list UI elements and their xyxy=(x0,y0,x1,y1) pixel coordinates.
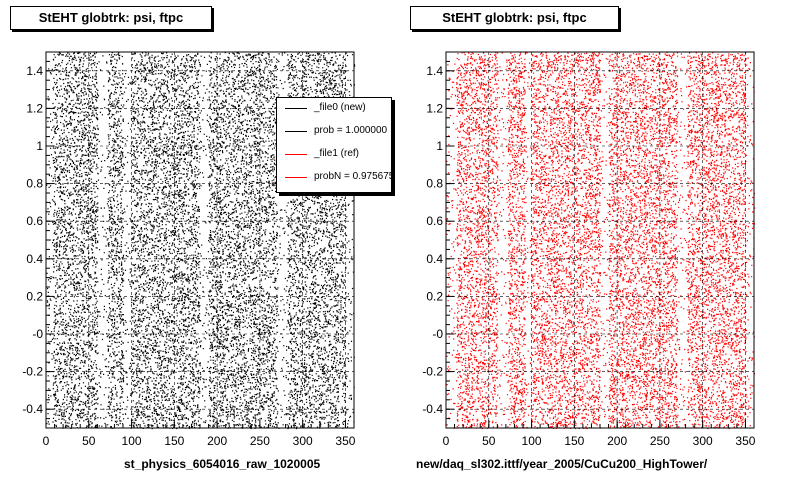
legend-entry-prob: prob = 1.000000 xyxy=(277,121,391,143)
y-tick-label: 0.8 xyxy=(26,177,43,191)
y-tick-label: -0 xyxy=(32,327,43,341)
x-tick-label: 0 xyxy=(443,434,450,448)
right-plot-title: StEHT globtrk: psi, ftpc xyxy=(410,6,619,30)
legend-entry-new: _file0 (new) xyxy=(277,98,391,120)
y-tick-label: 1 xyxy=(36,139,43,153)
legend-entry-probn: probN = 0.975675 xyxy=(277,167,391,189)
y-tick-label: 1.4 xyxy=(26,64,43,78)
left-run-label: st_physics_6054016_raw_1020005 xyxy=(124,457,321,471)
x-tick-label: 50 xyxy=(82,434,96,448)
x-tick-label: 200 xyxy=(607,434,627,448)
legend-swatch xyxy=(285,108,307,109)
x-tick-label: 150 xyxy=(564,434,584,448)
left-plot-title: StEHT globtrk: psi, ftpc xyxy=(10,6,212,30)
scatter-points xyxy=(446,52,756,430)
x-tick-label: 200 xyxy=(207,434,227,448)
legend: _file0 (new) prob = 1.000000 _file1 (ref… xyxy=(276,97,392,193)
y-tick-label: -0 xyxy=(432,327,443,341)
y-tick-label: 1 xyxy=(436,139,443,153)
legend-entry-ref: _file1 (ref) xyxy=(277,144,391,166)
y-tick-label: 0.6 xyxy=(26,214,43,228)
x-tick-label: 300 xyxy=(693,434,713,448)
legend-label: probN = 0.975675 xyxy=(314,171,392,182)
y-tick-label: 0.6 xyxy=(426,214,443,228)
y-tick-label: 0.4 xyxy=(26,252,43,266)
x-tick-label: 350 xyxy=(335,434,355,448)
x-tick-label: 350 xyxy=(735,434,755,448)
legend-swatch xyxy=(285,131,307,132)
x-tick-label: 300 xyxy=(293,434,313,448)
y-tick-label: 0.2 xyxy=(26,289,43,303)
y-tick-label: -0.2 xyxy=(422,365,443,379)
legend-label: _file1 (ref) xyxy=(314,148,360,159)
x-tick-label: 100 xyxy=(522,434,542,448)
y-tick-label: -0.2 xyxy=(22,365,43,379)
scatter-points xyxy=(46,52,356,430)
y-tick-label: 1.2 xyxy=(426,101,443,115)
y-tick-label: 1.2 xyxy=(26,101,43,115)
legend-swatch xyxy=(285,177,307,178)
y-tick-label: 0.8 xyxy=(426,177,443,191)
x-tick-label: 100 xyxy=(122,434,142,448)
right-plot: 0 50 100 150 200 250 300 350 -0.4 -0.2 -0 0.2 0.4 0.6… xyxy=(422,51,756,448)
y-tick-label: -0.4 xyxy=(422,402,443,416)
left-plot: 0 50 100 150 200 250 300 350 -0.4 -0.2 -0 0.2 0.4 0.6… xyxy=(22,51,356,448)
right-run-label: new/daq_sl302.ittf/year_2005/CuCu200_Hig… xyxy=(416,457,708,471)
x-tick-label: 250 xyxy=(650,434,670,448)
y-tick-label: 0.2 xyxy=(426,289,443,303)
y-tick-label: 0.4 xyxy=(426,252,443,266)
y-tick-label: -0.4 xyxy=(22,402,43,416)
x-tick-label: 150 xyxy=(164,434,184,448)
legend-label: prob = 1.000000 xyxy=(314,125,388,136)
y-tick-label: 1.4 xyxy=(426,64,443,78)
legend-label: _file0 (new) xyxy=(314,102,366,113)
x-tick-label: 0 xyxy=(43,434,50,448)
x-tick-label: 50 xyxy=(482,434,496,448)
x-tick-label: 250 xyxy=(250,434,270,448)
legend-swatch xyxy=(285,154,307,155)
